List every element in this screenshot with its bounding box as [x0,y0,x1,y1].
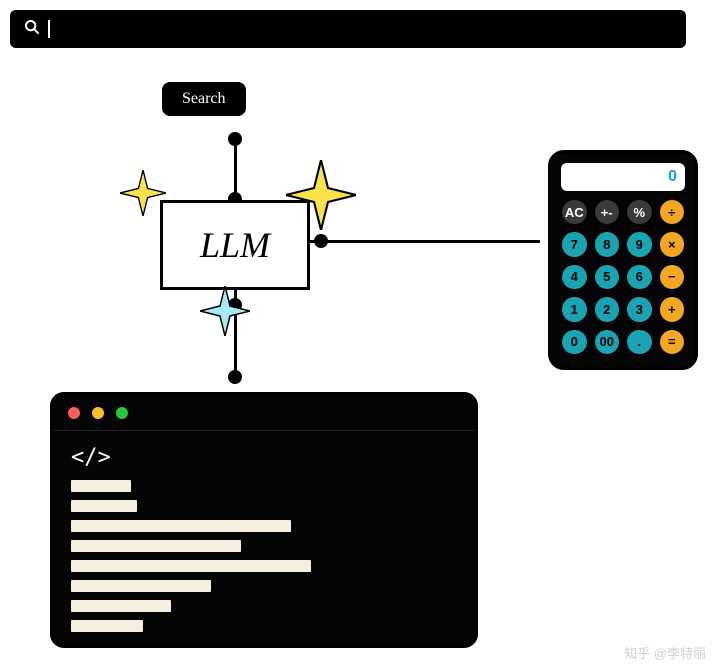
code-line [71,560,311,572]
code-lines [71,480,457,632]
search-button[interactable]: Search [162,82,246,116]
calc-key-−[interactable]: − [659,264,686,290]
calc-key-3[interactable]: 3 [626,296,653,322]
sparkle-icon [120,170,166,221]
code-line [71,580,211,592]
watermark-text: 知乎 @李特丽 [624,643,706,662]
code-line [71,540,241,552]
calc-key-+[interactable]: + [659,296,686,322]
calc-key-+-[interactable]: +- [594,199,621,225]
calc-key-=[interactable]: = [659,329,686,355]
calculator-keypad: AC+-%÷ 789× 456− 123+000.= [561,199,685,355]
calculator: 0 AC+-%÷789×456−123+000.= [548,150,698,370]
code-tag-icon: </> [71,445,457,470]
calc-key-9[interactable]: 9 [626,231,653,257]
llm-label: LLM [200,224,270,266]
search-icon [24,19,40,40]
calc-key-4[interactable]: 4 [561,264,588,290]
minimize-dot[interactable] [91,406,105,420]
close-dot[interactable] [67,406,81,420]
calc-key-00[interactable]: 00 [594,329,621,355]
connector-dot [228,370,242,384]
connector-line [234,140,237,200]
search-bar[interactable] [10,10,686,48]
code-line [71,620,143,632]
window-titlebar [53,395,475,431]
code-line [71,480,131,492]
calc-key-7[interactable]: 7 [561,231,588,257]
calc-key-5[interactable]: 5 [594,264,621,290]
calc-key-8[interactable]: 8 [594,231,621,257]
sparkle-icon [200,286,250,341]
code-line [71,600,171,612]
maximize-dot[interactable] [115,406,129,420]
calc-key-ac[interactable]: AC [561,199,588,225]
connector-dot [228,132,242,146]
diagram-canvas: { "search_bar": { "placeholder": "", "bg… [0,0,720,668]
code-line [71,500,137,512]
code-window: </> [50,392,478,648]
calc-key-2[interactable]: 2 [594,296,621,322]
connector-line [310,240,540,243]
calculator-display: 0 [561,163,685,191]
calc-key-1[interactable]: 1 [561,296,588,322]
calc-key-0[interactable]: 0 [561,329,588,355]
calc-key-×[interactable]: × [659,231,686,257]
calc-key-%[interactable]: % [626,199,653,225]
calc-key-6[interactable]: 6 [626,264,653,290]
calc-key-÷[interactable]: ÷ [659,199,686,225]
code-body: </> [53,431,475,648]
text-cursor [48,20,50,38]
connector-dot [314,234,328,248]
sparkle-icon [286,160,356,235]
calculator-display-value: 0 [668,168,677,186]
calc-key-.[interactable]: . [626,329,653,355]
code-line [71,520,291,532]
